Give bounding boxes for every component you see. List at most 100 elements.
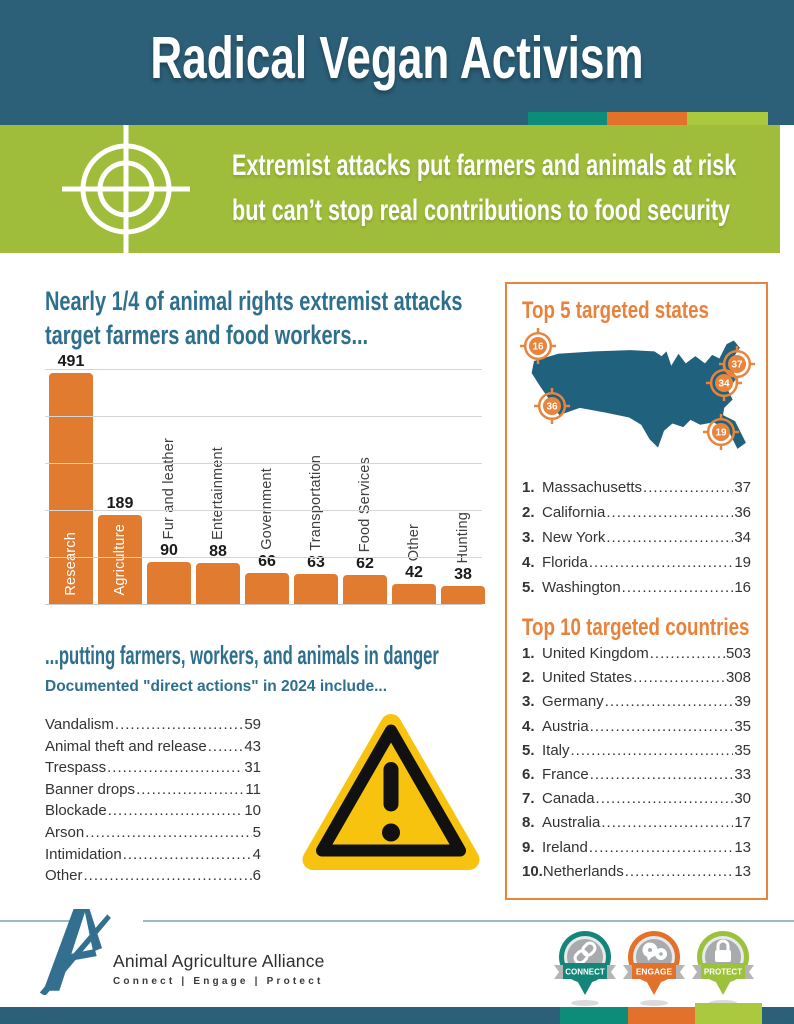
bar: Research <box>49 373 93 604</box>
rank-number: 2. <box>522 669 535 687</box>
rank-number: 7. <box>522 790 535 808</box>
bottom-accent-orange <box>628 1007 695 1024</box>
rank-number: 2. <box>522 504 535 521</box>
dotted-leader: ........................................… <box>595 790 734 808</box>
bottom-accent-teal <box>560 1007 628 1024</box>
bar <box>343 575 387 604</box>
warning-triangle-icon <box>302 714 480 870</box>
accent-block-orange <box>607 112 687 125</box>
item-label: Germany <box>542 693 604 711</box>
footer-divider <box>0 920 76 922</box>
dotted-leader: ........................................… <box>107 759 243 777</box>
chart-gridline <box>45 510 482 511</box>
dotted-leader: ........................................… <box>649 645 725 662</box>
chart-bars: 491 Research 189 Agriculture Fur and leather… <box>49 353 490 604</box>
item-value: 43 <box>244 737 261 755</box>
dotted-leader: ........................................… <box>83 867 252 885</box>
dotted-leader: ........................................… <box>633 669 725 687</box>
footer-badges: CONNECT ENGAGE <box>552 927 756 1007</box>
footer-divider <box>143 920 794 922</box>
dotted-leader: ........................................… <box>604 693 734 711</box>
dotted-leader: ........................................… <box>606 504 733 521</box>
connect-badge: CONNECT <box>554 931 616 1006</box>
header-band: Radical Vegan Activism <box>0 0 794 125</box>
dotted-leader: ........................................… <box>643 479 733 496</box>
chart-gridline <box>45 416 482 417</box>
dotted-leader: ........................................… <box>114 716 243 733</box>
item-label: Florida <box>542 554 588 571</box>
list-item: 2. California............................… <box>522 500 751 525</box>
rank-number: 10. <box>522 862 543 880</box>
org-tagline: Connect | Engage | Protect <box>113 976 324 987</box>
bar-column: 189 Agriculture <box>98 495 142 604</box>
list-item: 10.Netherlands..........................… <box>522 860 751 884</box>
item-label: California <box>542 504 606 521</box>
bar-column: Fur and leather 90 <box>147 438 191 604</box>
dotted-leader: ........................................… <box>588 554 734 571</box>
item-label: Trespass <box>45 759 107 777</box>
item-label: Netherlands <box>542 862 624 880</box>
item-value: 13 <box>734 862 751 880</box>
list-item: 6. France................................… <box>522 763 751 787</box>
bottom-bar <box>0 1003 794 1024</box>
item-label: Italy <box>542 741 570 759</box>
list-item: 3. Germany...............................… <box>522 690 751 714</box>
protect-badge-label: PROTECT <box>704 968 742 977</box>
rank-number: 9. <box>522 838 535 856</box>
bar-category-label: Hunting <box>455 511 471 563</box>
list-item: Vandalism...............................… <box>45 714 261 736</box>
banner-text: Extremist attacks put farmers and animal… <box>232 143 794 233</box>
item-value: 5 <box>252 823 261 841</box>
dotted-leader: ........................................… <box>606 529 733 546</box>
bar-value-label: 90 <box>160 542 178 559</box>
item-label: Banner drops <box>45 780 136 798</box>
item-label: Australia <box>542 814 601 832</box>
accent-block-green <box>687 112 768 125</box>
padlock-icon <box>715 939 731 962</box>
bar-category-label: Other <box>406 523 422 561</box>
countries-heading: Top 10 targeted countries <box>522 614 750 641</box>
rank-number: 3. <box>522 529 535 546</box>
list-item: 5. Italy.................................… <box>522 739 751 763</box>
bar <box>392 584 436 604</box>
svg-text:37: 37 <box>732 359 744 370</box>
list-item: 2. United States.........................… <box>522 666 751 690</box>
item-label: United States <box>542 669 633 687</box>
rank-number: 5. <box>522 741 535 759</box>
item-value: 17 <box>734 814 751 832</box>
banner: Extremist attacks put farmers and animal… <box>0 125 780 253</box>
rank-number: 1. <box>522 645 535 662</box>
engage-badge-label: ENGAGE <box>636 967 673 977</box>
item-label: Austria <box>542 717 589 735</box>
bar <box>245 573 289 604</box>
speech-bubbles-icon <box>642 942 667 961</box>
item-label: Other <box>45 867 83 885</box>
item-value: 503 <box>725 645 751 662</box>
item-label: Blockade <box>45 802 107 820</box>
bar: Agriculture <box>98 515 142 604</box>
rank-number: 4. <box>522 554 535 571</box>
bar <box>147 562 191 604</box>
chart-gridline <box>45 557 482 558</box>
rank-number: 1. <box>522 479 535 496</box>
item-value: 34 <box>734 529 751 546</box>
danger-heading: ...putting farmers, workers, and animals… <box>45 640 439 670</box>
list-item: 5. Washington............................… <box>522 575 751 600</box>
list-item: 1. United Kingdom........................… <box>522 642 751 666</box>
rank-number: 8. <box>522 814 535 832</box>
rank-number: 6. <box>522 766 535 784</box>
item-value: 10 <box>244 802 261 820</box>
bar-category-label: Food Services <box>357 456 373 552</box>
item-label: Vandalism <box>45 716 114 733</box>
headline-line-2: target farmers and food workers... <box>45 320 369 350</box>
bar-category-label: Entertainment <box>210 447 226 540</box>
bar-value-label: 63 <box>307 554 325 571</box>
list-item: Intimidation............................… <box>45 844 261 866</box>
dotted-leader: ........................................… <box>85 823 252 841</box>
rank-number: 5. <box>522 579 535 596</box>
engage-badge: ENGAGE <box>623 931 685 1006</box>
item-label: Arson <box>45 823 85 841</box>
states-heading: Top 5 targeted states <box>522 297 709 324</box>
bar <box>196 563 240 604</box>
us-map: 16 36 37 34 19 <box>519 328 756 457</box>
